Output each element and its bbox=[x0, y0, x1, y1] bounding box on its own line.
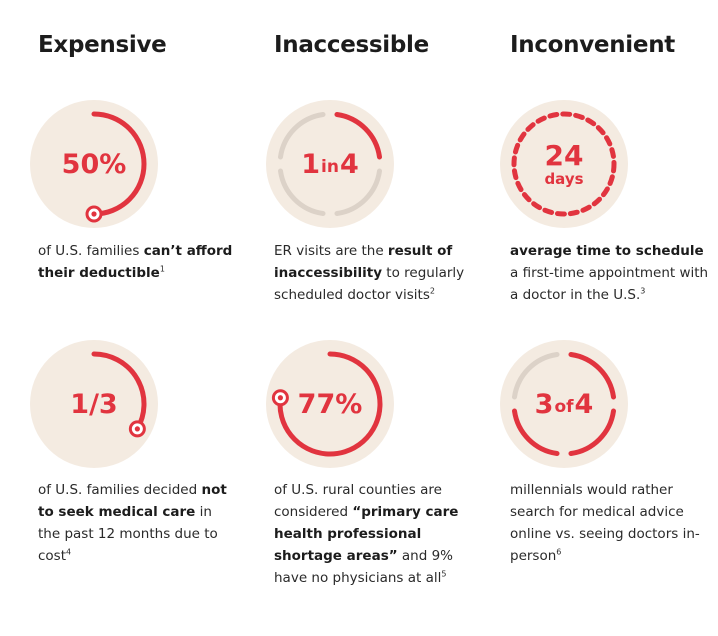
progress-arc bbox=[91, 111, 147, 217]
progress-arc bbox=[91, 351, 147, 432]
heading-inconvenient: Inconvenient bbox=[510, 32, 675, 58]
progress-ring bbox=[266, 100, 394, 228]
stat-circle-online-advice: 3 of 4 bbox=[500, 340, 628, 468]
stat-caption: of U.S. rural counties are considered “p… bbox=[274, 479, 474, 589]
footnote-marker: 4 bbox=[66, 547, 72, 557]
progress-ring bbox=[266, 340, 394, 468]
stat-caption: ER visits are the result of inaccessibil… bbox=[274, 240, 474, 306]
segment-highlighted bbox=[568, 408, 617, 457]
caption-text: a first-time appointment with a doctor i… bbox=[510, 265, 709, 303]
footnote-marker: 2 bbox=[429, 286, 435, 296]
caption-text: to regularly scheduled doctor visits bbox=[274, 265, 465, 303]
progress-knob-dot bbox=[134, 426, 140, 432]
stat-circle-wait-time: 24 days bbox=[500, 100, 628, 228]
progress-knob-dot bbox=[277, 395, 283, 401]
heading-inaccessible: Inaccessible bbox=[274, 32, 429, 58]
footnote-marker: 3 bbox=[640, 286, 646, 296]
dotted-ring-path bbox=[511, 111, 617, 217]
footnote-marker: 6 bbox=[556, 547, 562, 557]
caption-text: in the past 12 months due to cost bbox=[38, 504, 218, 564]
caption-text: millennials would rather search for medi… bbox=[510, 482, 700, 564]
progress-arc bbox=[277, 351, 383, 457]
stat-caption: of U.S. families can’t afford their dedu… bbox=[38, 240, 238, 284]
caption-text: ER visits are the bbox=[274, 243, 388, 259]
background-disc bbox=[500, 340, 628, 468]
stat-unit: days bbox=[544, 169, 584, 188]
background-disc bbox=[266, 340, 394, 468]
segment-highlighted bbox=[334, 111, 383, 160]
progress-ring bbox=[30, 100, 158, 228]
background-disc bbox=[500, 100, 628, 228]
progress-ring bbox=[500, 340, 628, 468]
caption-text: of U.S. families decided bbox=[38, 482, 202, 498]
background-disc bbox=[30, 340, 158, 468]
stat-value-denominator: 4 bbox=[574, 388, 594, 420]
dotted-ring bbox=[500, 100, 628, 228]
segment-track bbox=[334, 168, 383, 217]
segment-track bbox=[511, 351, 560, 400]
caption-emphasis: average time to schedule bbox=[510, 243, 704, 259]
background-disc bbox=[266, 100, 394, 228]
caption-emphasis: not to seek medical care bbox=[38, 482, 227, 520]
caption-emphasis: result of inaccessibility bbox=[274, 243, 453, 281]
progress-knob-dot bbox=[91, 211, 97, 217]
stat-caption: millennials would rather search for medi… bbox=[510, 479, 710, 567]
stat-value-joiner: in bbox=[321, 156, 339, 177]
stat-circle-deductible: 50% bbox=[30, 100, 158, 228]
caption-text: of U.S. rural counties are considered bbox=[274, 482, 442, 520]
caption-text: of U.S. families bbox=[38, 243, 144, 259]
progress-ring bbox=[30, 340, 158, 468]
stat-value: 24 bbox=[544, 138, 584, 172]
footnote-marker: 1 bbox=[159, 264, 165, 274]
stat-circle-skip-care: 1/3 bbox=[30, 340, 158, 468]
stat-caption: of U.S. families decided not to seek med… bbox=[38, 479, 238, 567]
stat-value-numerator: 3 bbox=[534, 388, 554, 420]
stat-value: 77% bbox=[297, 388, 363, 420]
caption-emphasis: “primary care health professional shorta… bbox=[274, 504, 459, 564]
caption-text: and 9% have no physicians at all bbox=[274, 548, 454, 586]
stat-value: 50% bbox=[61, 148, 127, 180]
footnote-marker: 5 bbox=[441, 569, 447, 579]
heading-expensive: Expensive bbox=[38, 32, 167, 58]
stat-circle-er-visits: 1 in 4 bbox=[266, 100, 394, 228]
stat-circle-rural-shortage: 77% bbox=[266, 340, 394, 468]
segment-highlighted bbox=[568, 351, 617, 400]
segment-highlighted bbox=[511, 408, 560, 457]
stat-caption: average time to schedule a first-time ap… bbox=[510, 240, 710, 306]
stat-value-joiner: of bbox=[554, 396, 574, 417]
segment-track bbox=[277, 168, 326, 217]
caption-emphasis: can’t afford their deductible bbox=[38, 243, 233, 281]
background-disc bbox=[30, 100, 158, 228]
segment-track bbox=[277, 111, 326, 160]
stat-value-numerator: 1 bbox=[301, 148, 321, 180]
stat-value-denominator: 4 bbox=[339, 148, 359, 180]
stat-value: 1/3 bbox=[70, 388, 118, 420]
